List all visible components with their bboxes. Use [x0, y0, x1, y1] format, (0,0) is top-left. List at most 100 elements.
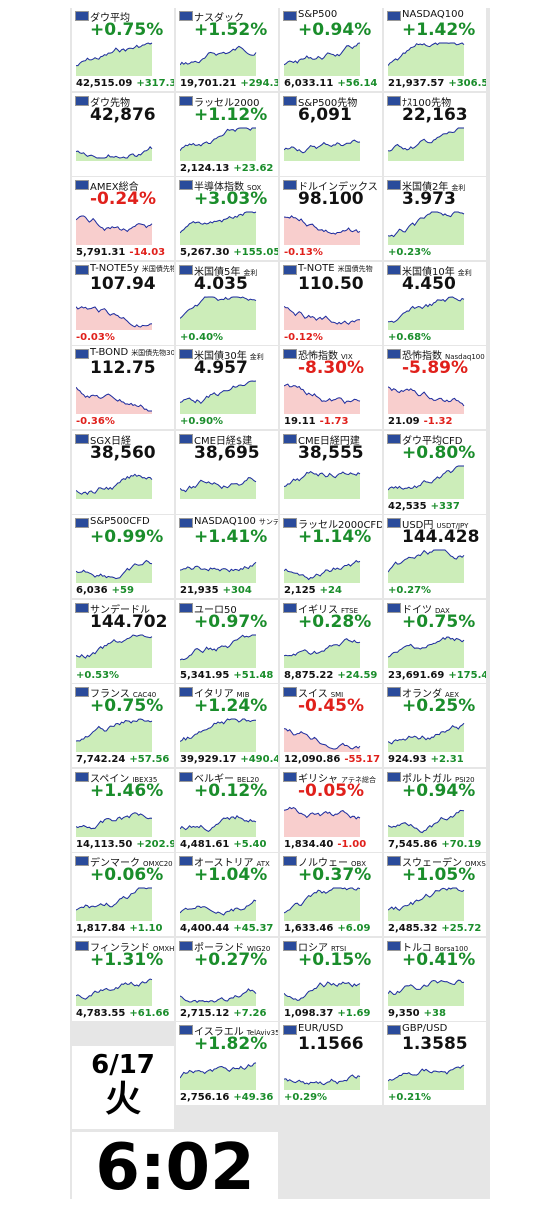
footer: 2,125 +24 — [284, 585, 379, 596]
change: +0.53% — [76, 669, 120, 681]
sparkline — [388, 809, 465, 837]
sparkline — [388, 42, 465, 76]
market-tile: CME日経$建 38,695 — [176, 430, 278, 514]
change: +202.90 — [136, 838, 174, 850]
tile-tag: OMXS30 — [465, 860, 486, 868]
tile-tag: SOX — [247, 184, 262, 192]
change: +0.90% — [180, 416, 224, 427]
flag — [179, 856, 193, 866]
market-tile: 半導体指数 SOX +3.03% 5,267.30 +155.05 — [176, 177, 278, 260]
footer: 19,701.21+294.39 — [180, 78, 278, 89]
footer: +0.68% — [388, 332, 483, 343]
flag — [387, 518, 401, 528]
sparkline — [76, 473, 153, 499]
sparkline — [284, 383, 361, 414]
headline: 110.50 — [298, 273, 364, 294]
market-tile: 米国債5年 金利 4.035 +0.40% — [176, 261, 278, 345]
tile-name: ドイツ DAX — [402, 604, 450, 616]
tile-name: ダウ平均 — [90, 13, 130, 24]
change: -0.03% — [76, 331, 115, 343]
sparkline — [284, 559, 361, 583]
flag — [387, 856, 401, 866]
market-tile: ラッセル2000CFD +1.14% 2,125 +24 — [280, 515, 382, 598]
tile-tag: FTSE — [341, 606, 359, 615]
market-tile: T-BOND米国債先物30年112.75 -0.36% — [72, 346, 174, 429]
time: 6:02 — [72, 1132, 278, 1204]
tile-tag: WIG20 — [247, 944, 271, 953]
tile-name: CME日経$建 — [194, 435, 253, 447]
tile-tag: アテネ総合 — [341, 775, 376, 784]
sparkline — [180, 127, 256, 161]
headline: +1.52% — [194, 20, 268, 40]
market-tile: イギリス FTSE +0.28% 8,875.22 +24.59 — [280, 599, 382, 683]
market-tile: ノルウェー OBX +0.37% 1,633.46 +6.09 — [280, 853, 382, 936]
flag — [387, 771, 401, 782]
market-tile: USD円 USDT/JPY 144.428 +0.27% — [384, 515, 486, 598]
headline: +1.46% — [90, 780, 164, 801]
flag — [179, 433, 193, 444]
tile-tag: OMXC20 — [143, 860, 173, 868]
headline: 3.973 — [402, 189, 456, 209]
tile-tag: CAC40 — [132, 691, 157, 699]
flag — [75, 602, 89, 613]
flag — [283, 11, 297, 21]
change: -1.32 — [423, 416, 453, 427]
flag — [75, 349, 89, 359]
headline: +1.12% — [194, 104, 268, 125]
market-tile: NASDAQ100+1.42% 21,937.57+306.53 — [384, 8, 486, 91]
market-tile: ダウ平均CFD +0.80% 42,535 +337 — [384, 430, 486, 514]
sparkline — [284, 728, 361, 752]
price: 5,341.95 — [180, 669, 230, 681]
flag — [283, 518, 297, 528]
footer: 39,929.17+490.43 — [180, 754, 278, 765]
flag — [387, 940, 401, 951]
headline: +1.41% — [194, 527, 268, 547]
change: -1.73 — [319, 416, 349, 427]
headline: 4.957 — [194, 358, 248, 378]
tile-tag: OBX — [351, 860, 367, 868]
headline: +0.97% — [194, 611, 268, 632]
weekday: 火 — [104, 1079, 141, 1120]
price: 12,090.86 — [284, 754, 341, 765]
tile-name: スウェーデンOMXS30 — [402, 854, 486, 869]
price: 8,875.22 — [284, 669, 334, 681]
tile-tag: Borsa100 — [434, 944, 469, 953]
flag — [283, 687, 297, 697]
flag — [179, 11, 193, 21]
footer: -0.13% — [284, 247, 379, 258]
price: 6,033.11 — [284, 78, 334, 89]
headline: +0.94% — [402, 780, 476, 801]
tile-name: AMEX総合 — [90, 182, 139, 193]
sparkline — [388, 127, 464, 161]
headline: 107.94 — [90, 273, 156, 294]
footer: 7,545.86 +70.19 — [388, 839, 483, 850]
flag — [283, 856, 297, 866]
footer: 1,633.46 +6.09 — [284, 923, 379, 934]
flag — [75, 264, 89, 275]
change: -55.17 — [344, 754, 381, 765]
sparkline — [388, 887, 465, 921]
sparkline — [180, 561, 257, 583]
tile-name: オランダ AEX — [402, 689, 460, 700]
tile-name: ユーロ50 — [194, 604, 237, 616]
footer: 21.09 -1.32 — [388, 416, 483, 427]
change: +70.19 — [441, 838, 482, 850]
tile-name: サンデードル — [90, 604, 150, 616]
headline: 144.428 — [402, 527, 480, 547]
market-tile: イスラエル TelAviv35 +1.82% 2,756.16 +49.36 — [176, 1022, 278, 1105]
footer: 7,742.24 +57.56 — [76, 754, 171, 765]
date: 6/17 — [91, 1050, 155, 1080]
change: +6.09 — [337, 923, 371, 934]
footer: 9,350 +38 — [388, 1008, 483, 1019]
footer: -0.36% — [76, 416, 171, 427]
tile-tag: RTSI — [331, 944, 347, 953]
market-tile: ポルトガル PSI20 +0.94% 7,545.86 +70.19 — [384, 768, 486, 852]
flag — [75, 518, 89, 528]
headline: -0.05% — [298, 780, 365, 801]
flag — [387, 11, 401, 21]
market-tile: 恐怖指数 VIX -8.30% 19.11 -1.73 — [280, 346, 382, 429]
sparkline — [388, 1064, 465, 1090]
price: 39,929.17 — [180, 754, 237, 765]
footer: 2,124.13 +23.62 — [180, 163, 275, 174]
